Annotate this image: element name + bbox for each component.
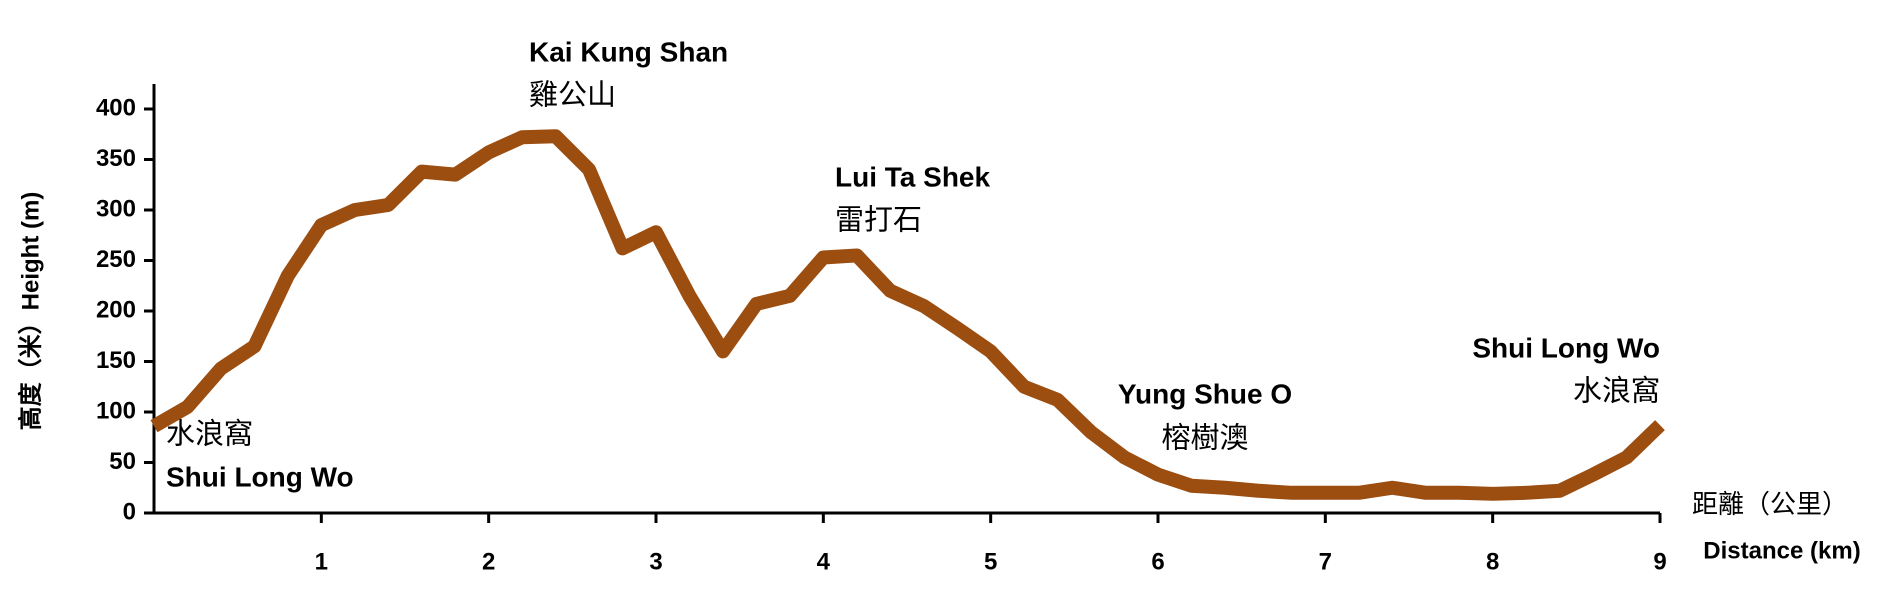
annotation-en: Lui Ta Shek <box>835 161 990 192</box>
x-tick-label: 6 <box>1151 548 1164 575</box>
y-tick-label: 0 <box>123 498 136 525</box>
annotation-zh: 雞公山 <box>529 79 616 112</box>
x-tick-label: 8 <box>1486 548 1499 575</box>
x-tick-label: 9 <box>1653 548 1666 575</box>
annotation-zh: 水浪窩 <box>1573 375 1660 408</box>
annotation-zh: 水浪窩 <box>166 418 253 451</box>
y-tick-label: 300 <box>96 195 136 222</box>
annotation-en: Yung Shue O <box>1118 378 1292 409</box>
x-tick-label: 3 <box>649 548 662 575</box>
y-axis-label: 高度（米）Height (m) <box>16 192 44 431</box>
annotation-en: Shui Long Wo <box>1472 332 1660 363</box>
x-tick-label: 4 <box>817 548 831 575</box>
x-axis-label: Distance (km) <box>1703 537 1860 564</box>
x-tick-label: 7 <box>1319 548 1332 575</box>
line <box>150 129 1665 501</box>
x-tick-label: 5 <box>984 548 997 575</box>
annotation-en: Kai Kung Shan <box>529 36 728 67</box>
x-axis-label-zh: 距離（公里） <box>1692 489 1848 519</box>
x-tick-label: 1 <box>315 548 328 575</box>
annotation-zh: 榕樹澳 <box>1161 422 1248 455</box>
annotation-en: Shui Long Wo <box>166 461 354 492</box>
y-tick-label: 350 <box>96 145 136 172</box>
x-tick-label: 2 <box>482 548 495 575</box>
y-tick-label: 150 <box>96 347 136 374</box>
annotation-zh: 雷打石 <box>835 204 922 237</box>
y-tick-label: 200 <box>96 296 136 323</box>
y-tick-label: 50 <box>109 448 136 475</box>
y-tick-label: 250 <box>96 246 136 273</box>
y-tick-label: 100 <box>96 397 136 424</box>
y-tick-label: 400 <box>96 94 136 121</box>
